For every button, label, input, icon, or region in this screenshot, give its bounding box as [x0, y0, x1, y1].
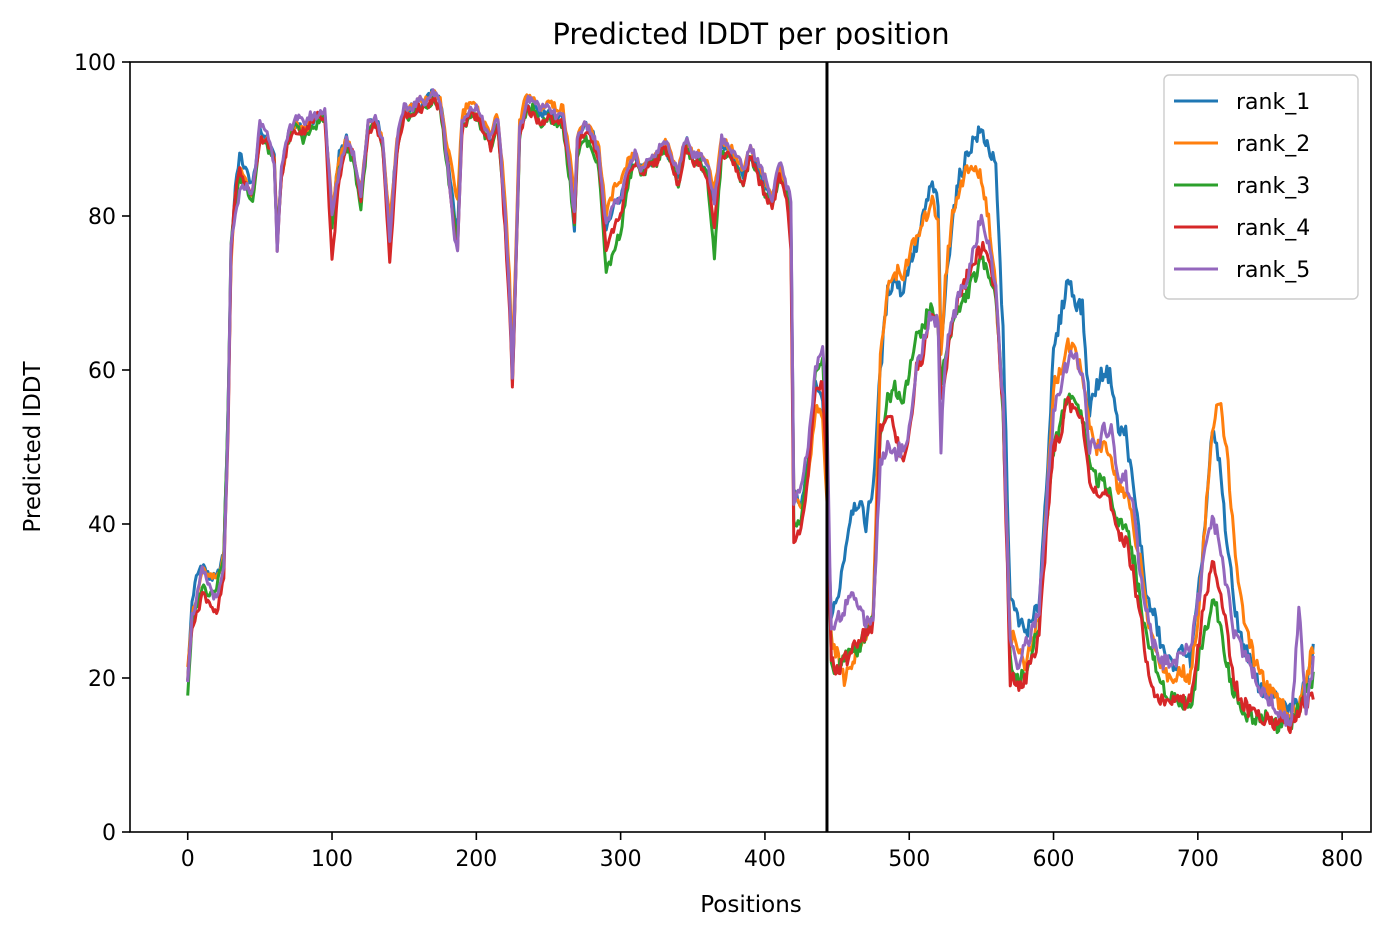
y-tick-label: 100: [74, 51, 116, 76]
legend-label-rank_5: rank_5: [1236, 258, 1310, 283]
y-axis-ticks: 0 20 40 60 80 100: [74, 51, 130, 846]
series-line-rank_5: [186, 88, 1315, 727]
x-tick-label: 400: [744, 847, 786, 872]
x-tick-label: 800: [1321, 847, 1363, 872]
legend-label-rank_4: rank_4: [1236, 216, 1310, 241]
chart-title: Predicted lDDT per position: [552, 17, 949, 51]
x-tick-label: 700: [1177, 847, 1219, 872]
legend-label-rank_2: rank_2: [1236, 132, 1310, 157]
legend: rank_1 rank_2 rank_3 rank_4 rank_5: [1163, 74, 1359, 300]
y-tick-label: 80: [88, 205, 116, 230]
legend-label-rank_3: rank_3: [1236, 174, 1310, 199]
series-line-rank_4: [186, 96, 1315, 735]
x-tick-label: 600: [1033, 847, 1075, 872]
y-tick-label: 0: [102, 821, 116, 846]
series-lines: [186, 88, 1315, 735]
x-tick-label: 200: [455, 847, 497, 872]
y-tick-label: 40: [88, 513, 116, 538]
x-axis-label: Positions: [700, 892, 802, 918]
x-tick-label: 0: [181, 847, 195, 872]
plot-frame: [129, 61, 1372, 833]
legend-box: [1163, 74, 1359, 300]
y-tick-label: 60: [88, 359, 116, 384]
x-axis-ticks: 0 100 200 300 400 500 600 700 800: [181, 832, 1363, 872]
legend-label-rank_1: rank_1: [1236, 90, 1310, 115]
x-tick-label: 500: [888, 847, 930, 872]
y-tick-label: 20: [88, 667, 116, 692]
y-axis-label: Predicted lDDT: [20, 360, 46, 532]
x-tick-label: 100: [311, 847, 353, 872]
x-tick-label: 300: [600, 847, 642, 872]
